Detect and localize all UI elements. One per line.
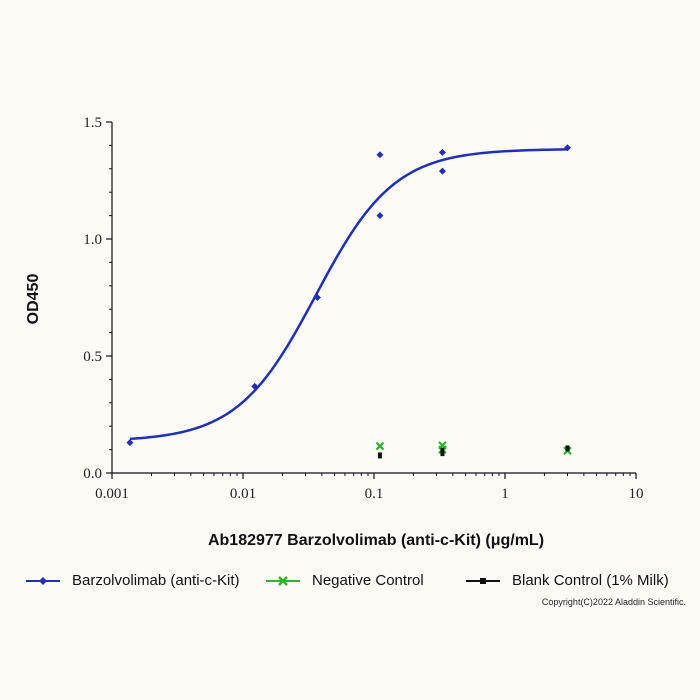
legend-label: Blank Control (1% Milk) bbox=[512, 572, 669, 589]
data-point-x bbox=[375, 441, 385, 451]
x-tick-label: 1 bbox=[501, 486, 509, 502]
y-axis-title: OD450 bbox=[25, 274, 42, 325]
x-tick-label: 0.01 bbox=[230, 486, 256, 502]
data-point-dash bbox=[377, 452, 382, 459]
axes: 0.001 0.01 0.1 1 10 0.0 0.5 1.0 1.5 bbox=[83, 115, 643, 502]
data-point-diamond bbox=[438, 167, 446, 175]
y-tick-label: 0.5 bbox=[83, 349, 102, 365]
y-tick-label: 1.5 bbox=[83, 115, 102, 131]
legend-label: Negative Control bbox=[312, 572, 424, 589]
legend-item-blank-control: Blank Control (1% Milk) bbox=[466, 572, 669, 589]
x-axis-title: Ab182977 Barzolvolimab (anti-c-Kit) (μg/… bbox=[208, 532, 544, 549]
data-point-dash bbox=[440, 447, 445, 454]
legend: Barzolvolimab (anti-c-Kit) Negative Cont… bbox=[0, 572, 700, 594]
legend-marker-diamond-icon bbox=[26, 576, 60, 585]
legend-marker-x-icon bbox=[266, 575, 300, 586]
data-point-diamond bbox=[126, 439, 134, 447]
data-point-diamond bbox=[564, 144, 572, 152]
x-tick-label: 0.001 bbox=[95, 486, 129, 502]
data-point-diamond bbox=[376, 151, 384, 159]
legend-item-barzolvolimab: Barzolvolimab (anti-c-Kit) bbox=[26, 572, 240, 589]
data-point-diamond bbox=[376, 212, 384, 220]
data-points bbox=[126, 144, 572, 459]
y-tick-label: 0.0 bbox=[83, 466, 102, 482]
data-point-dash bbox=[565, 445, 570, 452]
legend-item-negative-control: Negative Control bbox=[266, 572, 424, 589]
y-tick-label: 1.0 bbox=[83, 232, 102, 248]
fit-curves bbox=[129, 148, 568, 441]
data-point-diamond bbox=[251, 382, 259, 390]
legend-label: Barzolvolimab (anti-c-Kit) bbox=[72, 572, 240, 589]
copyright-text: Copyright(C)2022 Aladdin Scientific. bbox=[541, 597, 686, 607]
x-tick-label: 0.1 bbox=[365, 486, 384, 502]
x-tick-label: 10 bbox=[629, 486, 644, 502]
legend-marker-dash-icon bbox=[466, 577, 500, 584]
fit-curve bbox=[129, 148, 568, 441]
data-point-diamond bbox=[438, 148, 446, 156]
data-point-diamond bbox=[313, 294, 321, 301]
